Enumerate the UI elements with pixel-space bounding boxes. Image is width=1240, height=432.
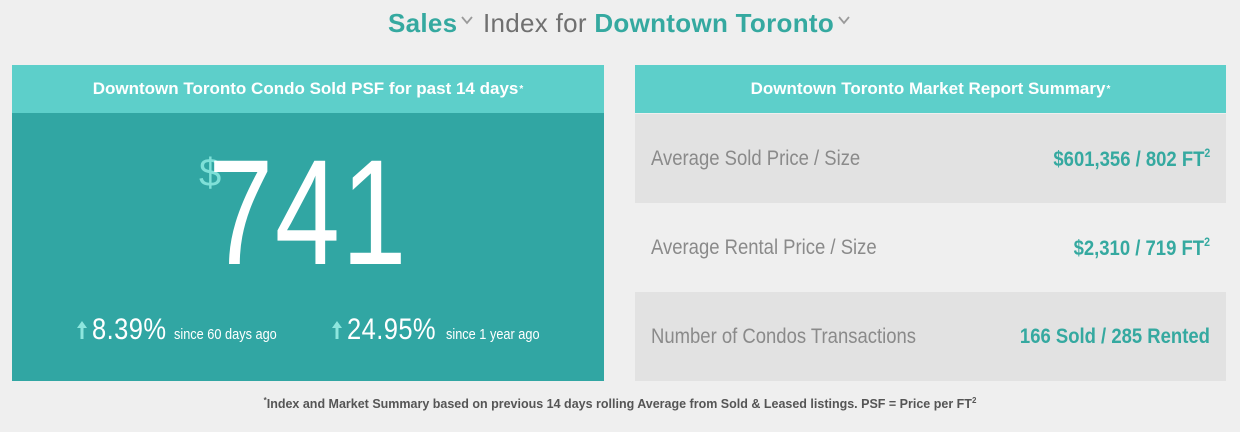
psf-panel-heading: Downtown Toronto Condo Sold PSF for past… <box>12 65 604 113</box>
change-60-days-period: since 60 days ago <box>173 326 277 343</box>
summary-row-rental-price: Average Rental Price / Size $2,310 / 719… <box>635 203 1226 292</box>
psf-panel-heading-text: Downtown Toronto Condo Sold PSF for past… <box>92 79 519 98</box>
footnote-marker: * <box>263 396 267 405</box>
footnote-text: Index and Market Summary based on previo… <box>266 397 972 411</box>
change-60-days-percent: 8.39% <box>92 313 167 346</box>
mode-dropdown[interactable]: Sales <box>388 8 483 38</box>
currency-symbol: $ <box>199 151 222 195</box>
change-1-year-percent: 24.95% <box>347 313 437 346</box>
area-dropdown[interactable]: Downtown Toronto <box>594 8 852 38</box>
summary-row-value: 166 Sold / 285 Rented <box>1020 325 1210 349</box>
unit-exponent: 2 <box>1204 234 1210 249</box>
unit-exponent: 2 <box>1204 145 1210 160</box>
change-60-days: 8.39% since 60 days ago <box>75 313 295 347</box>
area-dropdown-label: Downtown Toronto <box>594 8 835 38</box>
summary-row-transactions: Number of Condos Transactions 166 Sold /… <box>635 292 1226 381</box>
summary-row-sold-price: Average Sold Price / Size $601,356 / 802… <box>635 114 1226 203</box>
page-title: Sales Index for Downtown Toronto <box>0 8 1240 39</box>
summary-row-label: Average Rental Price / Size <box>651 235 877 259</box>
footnote-body: *Index and Market Summary based on previ… <box>220 392 1020 413</box>
footnote-marker: * <box>519 83 524 95</box>
unit-exponent: 2 <box>971 396 977 405</box>
summary-row-value: $2,310 / 719 FT2 <box>1074 235 1210 261</box>
arrow-up-icon <box>332 321 342 339</box>
arrow-up-icon <box>77 321 87 339</box>
chevron-down-icon <box>838 14 850 26</box>
psf-index-panel: Downtown Toronto Condo Sold PSF for past… <box>12 65 604 381</box>
summary-panel-heading-text: Downtown Toronto Market Report Summary <box>750 79 1106 98</box>
psf-value: 741 <box>208 128 408 296</box>
title-middle-text: Index for <box>482 8 587 38</box>
chevron-down-icon <box>461 14 474 26</box>
summary-panel-heading: Downtown Toronto Market Report Summary * <box>635 65 1226 113</box>
summary-row-value: $601,356 / 802 FT2 <box>1053 146 1210 172</box>
footnote-marker: * <box>1106 83 1111 95</box>
market-summary-panel: Downtown Toronto Market Report Summary * … <box>635 65 1226 381</box>
summary-row-label: Average Sold Price / Size <box>651 146 861 170</box>
summary-row-label: Number of Condos Transactions <box>651 324 917 348</box>
change-1-year-period: since 1 year ago <box>445 326 540 343</box>
summary-row-value-text: $601,356 / 802 FT <box>1053 147 1205 171</box>
footnote: *Index and Market Summary based on previ… <box>0 392 1240 413</box>
change-1-year: 24.95% since 1 year ago <box>330 313 556 347</box>
summary-row-value-text: $2,310 / 719 FT <box>1073 236 1205 260</box>
mode-dropdown-label: Sales <box>387 8 458 38</box>
psf-value-display: $ 741 <box>12 137 604 287</box>
summary-row-value-text: 166 Sold / 285 Rented <box>1019 324 1210 348</box>
